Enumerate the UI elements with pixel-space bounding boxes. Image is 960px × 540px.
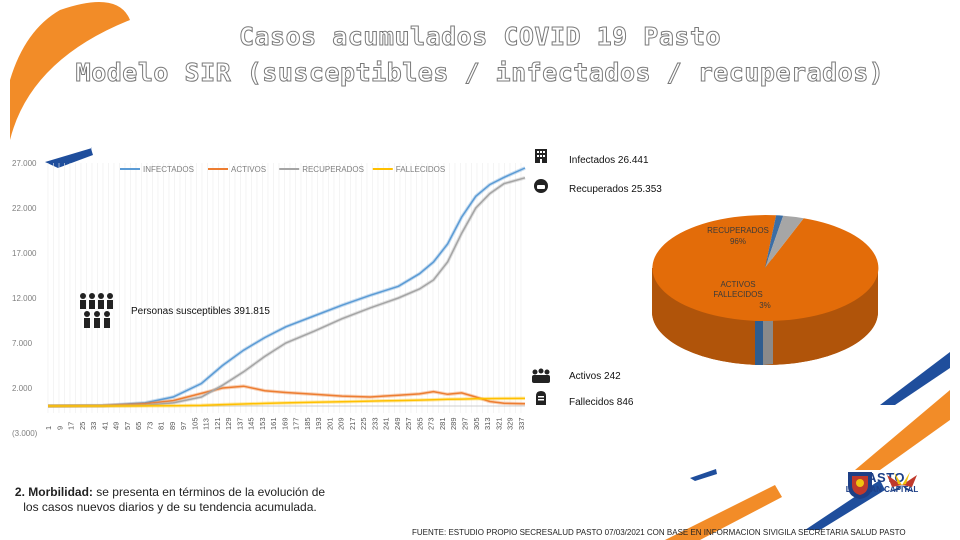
pie-side-grey bbox=[763, 320, 773, 365]
x-tick-label: 1 bbox=[44, 426, 53, 430]
x-tick-label: 177 bbox=[292, 417, 301, 430]
pie-label: 96% bbox=[730, 237, 746, 246]
legend-label: INFECTADOS bbox=[143, 165, 194, 174]
x-tick-label: 73 bbox=[145, 422, 154, 430]
pasto-logo: PASTO LA GRAN CAPITAL bbox=[832, 470, 932, 499]
y-tick-label: 27.000 bbox=[12, 159, 37, 168]
page-subtitle: Modelo SIR (susceptibles / infectados / … bbox=[75, 58, 885, 88]
y-tick-label: 12.000 bbox=[12, 294, 37, 303]
x-tick-label: 241 bbox=[382, 417, 391, 430]
fallecidos-label: Fallecidos 846 bbox=[569, 397, 634, 408]
y-tick-label: 2.000 bbox=[12, 384, 33, 393]
orange-swoosh-top bbox=[10, 2, 130, 140]
x-tick-label: 337 bbox=[517, 417, 526, 430]
x-tick-label: 201 bbox=[325, 417, 334, 430]
infectados-label: Infectados 26.441 bbox=[569, 155, 649, 166]
pie-label: FALLECIDOS bbox=[713, 290, 762, 299]
page-title: Casos acumulados COVID 19 Pasto bbox=[238, 22, 722, 52]
morbidity-note: 2. Morbilidad: se presenta en términos d… bbox=[10, 485, 330, 515]
x-tick-label: 145 bbox=[247, 417, 256, 430]
recuperados-label: Recuperados 25.353 bbox=[569, 184, 662, 195]
pie-label: ACTIVOS bbox=[720, 280, 755, 289]
pie-label: 3% bbox=[759, 301, 771, 310]
orange-swoosh-right bbox=[855, 390, 950, 470]
y-tick-label: 22.000 bbox=[12, 204, 37, 213]
morbidity-body: se presenta en términos de la evolución … bbox=[23, 485, 326, 514]
x-tick-label: 105 bbox=[190, 417, 199, 430]
x-tick-label: 257 bbox=[404, 417, 413, 430]
x-tick-label: 297 bbox=[460, 417, 469, 430]
x-tick-label: 281 bbox=[438, 417, 447, 430]
series-line bbox=[47, 177, 526, 407]
y-tick-label: 7.000 bbox=[12, 339, 33, 348]
pie-slice bbox=[765, 215, 784, 268]
x-tick-label: 81 bbox=[157, 422, 166, 430]
x-tick-label: 17 bbox=[67, 422, 76, 430]
y-tick-label: (3.000) bbox=[12, 429, 38, 438]
legend-label: RECUPERADOS bbox=[302, 165, 364, 174]
y-tick-label: 17.000 bbox=[12, 249, 37, 258]
x-tick-label: 313 bbox=[483, 417, 492, 430]
x-tick-label: 153 bbox=[258, 417, 267, 430]
x-tick-label: 249 bbox=[393, 417, 402, 430]
x-tick-label: 89 bbox=[168, 422, 177, 430]
susceptibles-label: Personas susceptibles 391.815 bbox=[131, 306, 270, 317]
x-tick-label: 289 bbox=[449, 417, 458, 430]
coat-of-arms-icon bbox=[848, 472, 917, 499]
series-line bbox=[48, 397, 526, 407]
x-tick-label: 233 bbox=[370, 417, 379, 430]
x-tick-label: 217 bbox=[348, 417, 357, 430]
blue-swoosh-right bbox=[880, 352, 950, 405]
line-chart: 27.000 22.000 17.000 12.000 7.000 2.000 (3.000… bbox=[12, 159, 526, 438]
series-line bbox=[47, 385, 526, 407]
x-tick-label: 209 bbox=[337, 417, 346, 430]
blue-swoosh-left bbox=[45, 147, 93, 168]
morbidity-heading: 2. Morbilidad: bbox=[14, 485, 93, 499]
x-tick-label: 33 bbox=[89, 422, 98, 430]
orange-swoosh-bottom bbox=[665, 485, 782, 540]
source-note: FUENTE: ESTUDIO PROPIO SECRESALUD PASTO … bbox=[412, 528, 906, 537]
pie-side-blue bbox=[755, 321, 763, 365]
x-tick-label: 137 bbox=[235, 417, 244, 430]
x-tick-label: 225 bbox=[359, 417, 368, 430]
x-tick-label: 65 bbox=[134, 422, 143, 430]
x-tick-label: 49 bbox=[112, 422, 121, 430]
logo-tagline: LA GRAN CAPITAL bbox=[845, 485, 919, 494]
x-tick-label: 169 bbox=[280, 417, 289, 430]
x-tick-label: 185 bbox=[303, 417, 312, 430]
blue-swoosh-bottom-small bbox=[690, 469, 717, 481]
x-tick-label: 9 bbox=[55, 426, 64, 430]
legend-label: FALLECIDOS bbox=[396, 165, 445, 174]
pie-slice bbox=[765, 215, 804, 268]
legend-label: ACTIVOS bbox=[231, 165, 266, 174]
x-tick-label: 25 bbox=[78, 422, 87, 430]
x-tick-label: 193 bbox=[314, 417, 323, 430]
x-tick-label: 97 bbox=[179, 422, 188, 430]
x-tick-label: 321 bbox=[494, 417, 503, 430]
x-tick-label: 161 bbox=[269, 417, 278, 430]
series-line bbox=[47, 167, 526, 407]
x-tick-label: 113 bbox=[202, 418, 211, 430]
x-tick-label: 265 bbox=[415, 417, 424, 430]
x-tick-label: 329 bbox=[506, 417, 515, 430]
pie-slice bbox=[652, 215, 879, 322]
x-tick-label: 57 bbox=[123, 422, 132, 430]
x-tick-label: 41 bbox=[100, 422, 109, 430]
x-tick-label: 129 bbox=[224, 417, 233, 430]
pie-label: RECUPERADOS bbox=[707, 226, 769, 235]
x-tick-label: 273 bbox=[427, 417, 436, 430]
x-tick-label: 121 bbox=[213, 417, 222, 430]
x-tick-label: 305 bbox=[472, 417, 481, 430]
activos-label: Activos 242 bbox=[569, 371, 621, 382]
